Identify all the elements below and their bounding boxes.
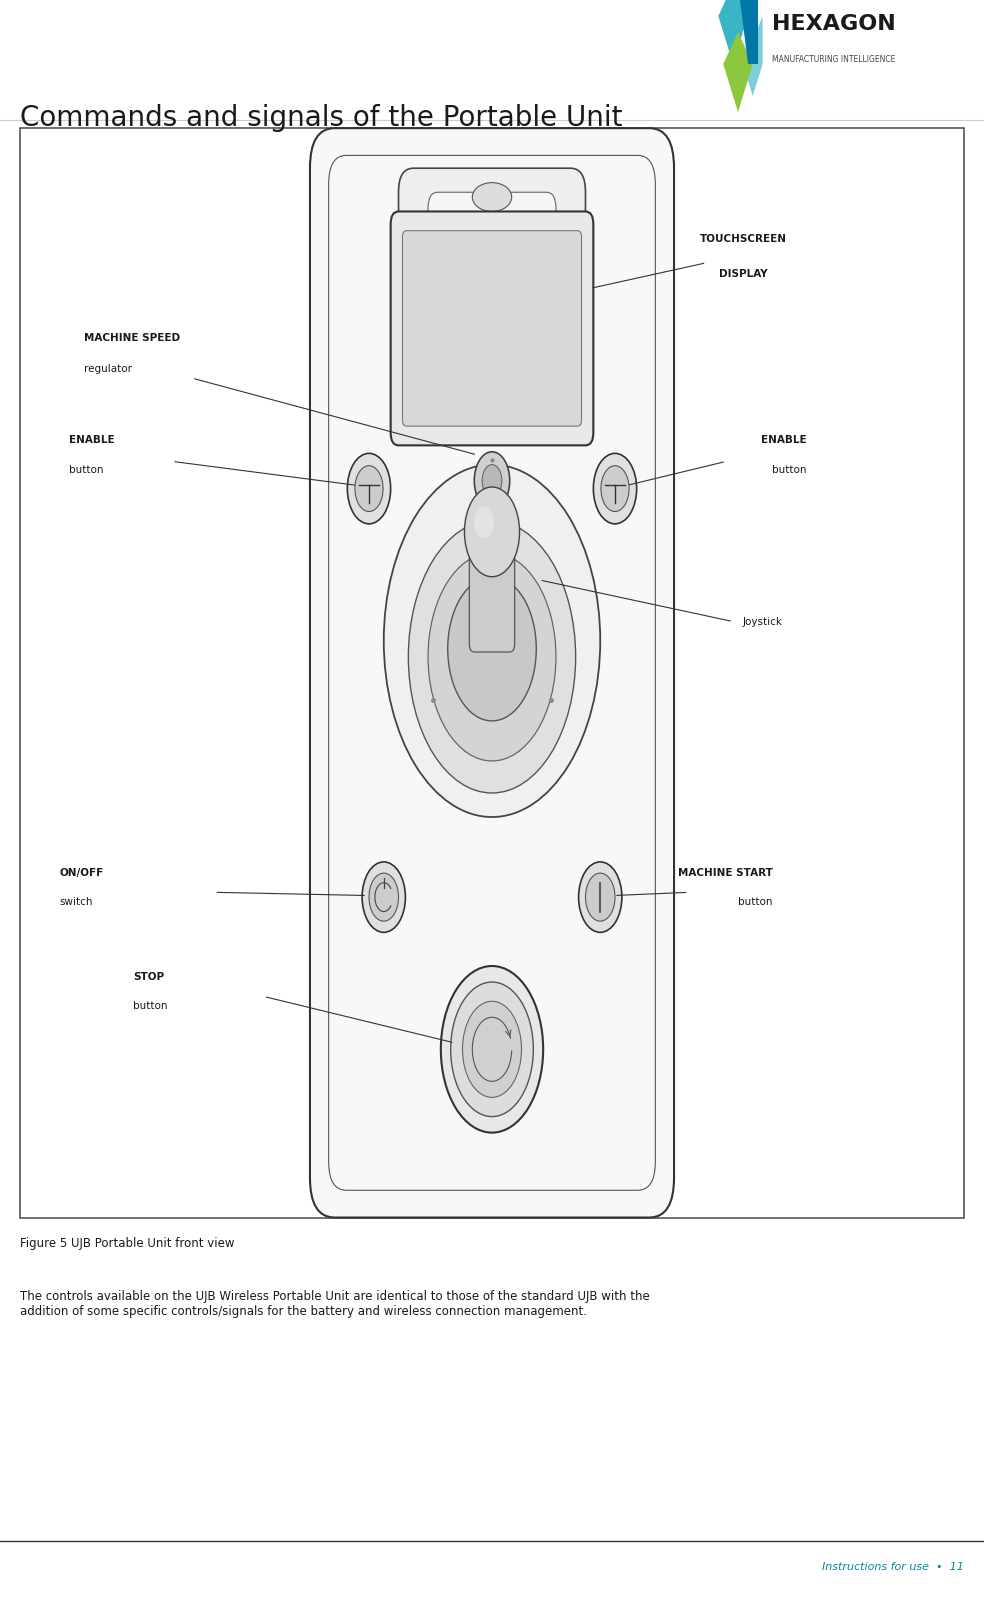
Circle shape <box>464 487 520 577</box>
Text: Joystick: Joystick <box>743 617 783 626</box>
Text: ON/OFF: ON/OFF <box>59 868 103 878</box>
Text: MACHINE START: MACHINE START <box>678 868 772 878</box>
Text: DISPLAY: DISPLAY <box>718 269 768 279</box>
Circle shape <box>347 453 391 524</box>
Text: STOP: STOP <box>133 972 164 982</box>
Text: button: button <box>772 465 807 474</box>
Text: TOUCHSCREEN: TOUCHSCREEN <box>700 234 786 244</box>
Circle shape <box>579 862 622 932</box>
Circle shape <box>448 577 536 721</box>
Circle shape <box>601 466 629 511</box>
FancyBboxPatch shape <box>469 532 515 652</box>
Text: ENABLE: ENABLE <box>762 436 807 445</box>
Text: button: button <box>738 897 772 907</box>
Circle shape <box>474 506 494 538</box>
FancyBboxPatch shape <box>391 211 593 445</box>
Text: switch: switch <box>59 897 92 907</box>
Polygon shape <box>743 16 763 96</box>
Polygon shape <box>723 32 753 112</box>
Text: HEXAGON: HEXAGON <box>772 14 896 34</box>
Text: regulator: regulator <box>84 364 132 373</box>
Text: ENABLE: ENABLE <box>69 436 114 445</box>
FancyBboxPatch shape <box>20 128 964 1218</box>
FancyBboxPatch shape <box>428 192 556 328</box>
Circle shape <box>585 873 615 921</box>
Text: Instructions for use  •  11: Instructions for use • 11 <box>823 1562 964 1572</box>
Text: button: button <box>133 1001 167 1011</box>
Circle shape <box>362 862 405 932</box>
FancyBboxPatch shape <box>402 231 582 426</box>
Ellipse shape <box>384 465 600 817</box>
Text: MACHINE SPEED: MACHINE SPEED <box>84 333 180 343</box>
Circle shape <box>462 1001 522 1097</box>
FancyBboxPatch shape <box>310 128 674 1218</box>
Ellipse shape <box>472 183 512 211</box>
Circle shape <box>428 553 556 761</box>
Circle shape <box>593 453 637 524</box>
Circle shape <box>482 465 502 497</box>
Text: The controls available on the UJB Wireless Portable Unit are identical to those : The controls available on the UJB Wirele… <box>20 1290 649 1317</box>
Text: button: button <box>69 465 103 474</box>
Text: Commands and signals of the Portable Unit: Commands and signals of the Portable Uni… <box>20 104 622 131</box>
Circle shape <box>369 873 399 921</box>
Circle shape <box>441 966 543 1133</box>
Circle shape <box>355 466 383 511</box>
Text: MANUFACTURING INTELLIGENCE: MANUFACTURING INTELLIGENCE <box>772 54 895 64</box>
FancyBboxPatch shape <box>399 168 585 352</box>
Circle shape <box>451 982 533 1117</box>
Text: Figure 5 UJB Portable Unit front view: Figure 5 UJB Portable Unit front view <box>20 1237 234 1250</box>
Circle shape <box>474 452 510 509</box>
Polygon shape <box>718 0 748 64</box>
Circle shape <box>408 521 576 793</box>
Polygon shape <box>738 0 758 64</box>
